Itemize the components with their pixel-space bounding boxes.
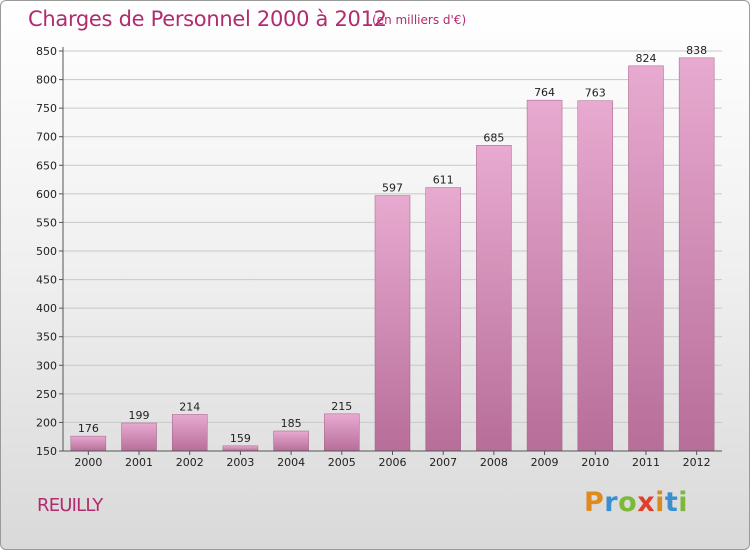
bar-2011 [628, 65, 664, 452]
bar-2002 [171, 414, 208, 452]
y-tick-label: 700 [36, 131, 57, 144]
y-tick-label: 850 [36, 45, 57, 58]
y-tick-label: 600 [36, 188, 57, 201]
bar-2009 [526, 99, 563, 452]
value-label: 176 [78, 422, 99, 435]
x-tick-label: 2007 [429, 456, 457, 469]
bar-2003 [222, 445, 259, 452]
bar-2008 [476, 145, 512, 452]
chart-title: Charges de Personnel 2000 à 2012 [28, 7, 387, 31]
chart-subtitle: (en milliers d'€) [372, 13, 467, 27]
y-tick-label: 300 [36, 359, 57, 372]
logo-letter: o [618, 487, 638, 518]
y-tick-label: 650 [36, 159, 57, 172]
commune-name: REUILLY [37, 495, 103, 516]
proxiti-logo: Proxiti [584, 487, 688, 518]
logo-letter: t [664, 487, 679, 518]
x-tick-label: 2004 [277, 456, 305, 469]
y-tick-label: 200 [36, 416, 57, 429]
logo-letter: i [678, 487, 689, 518]
x-tick-label: 2006 [379, 456, 407, 469]
value-labels: 176 199 214 159 185 215 597 611 685 764 763 824 838 [78, 44, 707, 445]
x-tick-label: 2012 [683, 456, 711, 469]
logo-letter: i [655, 487, 665, 518]
value-label: 185 [281, 417, 302, 430]
value-label: 824 [635, 52, 656, 65]
y-tick-label: 750 [36, 102, 57, 115]
x-tick-label: 2001 [125, 456, 153, 469]
x-tick-label: 2002 [176, 456, 204, 469]
x-tick-label: 2005 [328, 456, 356, 469]
x-tick-label: 2008 [480, 456, 508, 469]
value-label: 763 [585, 87, 606, 100]
bars [70, 57, 715, 452]
x-axis-ticks: 2000 2001 2002 2003 2004 2005 2006 2007 2008 2009… [74, 451, 711, 469]
bar-2001 [121, 422, 157, 452]
value-label: 611 [433, 174, 454, 187]
value-label: 215 [331, 400, 352, 413]
logo-letter: r [604, 487, 619, 518]
bar-2000 [70, 435, 107, 452]
bar-2006 [374, 195, 411, 452]
bar-2007 [425, 187, 461, 452]
value-label: 597 [382, 182, 403, 195]
y-tick-label: 800 [36, 74, 57, 87]
logo-letter: P [584, 487, 605, 518]
y-tick-label: 150 [36, 445, 57, 458]
x-tick-label: 2011 [632, 456, 660, 469]
x-tick-label: 2003 [226, 456, 254, 469]
x-tick-label: 2010 [581, 456, 609, 469]
y-tick-label: 350 [36, 331, 57, 344]
value-label: 838 [686, 44, 707, 57]
value-label: 764 [534, 86, 555, 99]
y-tick-label: 450 [36, 274, 57, 287]
value-label: 214 [179, 400, 200, 413]
y-tick-label: 550 [36, 216, 57, 229]
value-label: 685 [483, 131, 504, 144]
value-label: 159 [230, 432, 251, 445]
y-tick-label: 250 [36, 388, 57, 401]
logo-letter: x [637, 487, 656, 518]
bar-2005 [324, 413, 360, 452]
bar-2004 [273, 430, 309, 452]
x-tick-label: 2009 [531, 456, 559, 469]
y-axis-ticks: 150 200 250 300 350 400 450 500 550 600 650 700 750 8… [36, 45, 63, 458]
y-tick-label: 400 [36, 302, 57, 315]
bar-2010 [577, 100, 614, 452]
y-tick-label: 500 [36, 245, 57, 258]
value-label: 199 [129, 409, 150, 422]
x-tick-label: 2000 [74, 456, 102, 469]
bar-2012 [678, 57, 715, 452]
